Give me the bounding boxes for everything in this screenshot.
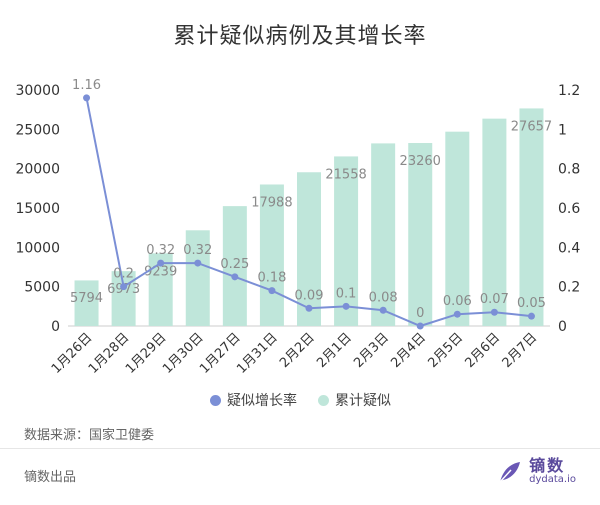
- line-data-label: 0.06: [443, 294, 472, 309]
- line-data-label: 0.18: [257, 271, 286, 286]
- legend-bar-swatch: [318, 394, 329, 406]
- legend-item-bar[interactable]: 累计疑似: [318, 390, 391, 410]
- bar: [297, 172, 321, 326]
- line-point: [268, 287, 276, 295]
- x-axis-tick-label: 2月2日: [277, 330, 318, 371]
- line-data-label: 0.2: [113, 267, 134, 282]
- x-axis-tick-label: 2月7日: [500, 330, 541, 371]
- bar-data-label: 9239: [144, 264, 177, 279]
- bar-data-label: 21558: [325, 167, 366, 182]
- x-axis-tick-label: 2月4日: [388, 330, 429, 371]
- right-axis-tick-label: 1.2: [558, 83, 580, 99]
- line-point: [157, 259, 165, 267]
- right-axis-tick-label: 0.2: [558, 280, 580, 296]
- source-note: 数据来源：国家卫健委: [24, 428, 155, 443]
- line-point: [379, 306, 387, 314]
- left-axis-tick-label: 10000: [15, 240, 60, 256]
- right-axis-tick-label: 0: [558, 319, 567, 335]
- bar-data-label: 23260: [400, 154, 441, 169]
- publisher-note: 镝数出品: [24, 470, 77, 485]
- legend-bar-label: 累计疑似: [335, 393, 391, 409]
- line-point: [120, 283, 128, 291]
- line-point: [194, 259, 202, 267]
- bar: [371, 143, 396, 326]
- x-axis-tick-label: 2月3日: [351, 330, 392, 371]
- legend-item-line[interactable]: 疑似增长率: [210, 390, 297, 410]
- logo-en-text: dydata.io: [529, 473, 576, 485]
- line-data-label: 0.07: [480, 292, 509, 307]
- right-axis-tick-label: 0.6: [558, 201, 580, 217]
- right-axis-tick-label: 0.4: [558, 240, 580, 256]
- divider: [0, 448, 600, 449]
- left-axis-tick-label: 30000: [15, 83, 60, 99]
- legend-line-label: 疑似增长率: [227, 393, 297, 409]
- brand-logo: 镝数 dydata.io: [497, 456, 576, 485]
- line-point: [83, 94, 91, 102]
- left-axis-tick-label: 20000: [15, 162, 60, 178]
- bar-data-label: 27657: [511, 119, 552, 134]
- bar: [185, 230, 210, 326]
- right-axis-tick-label: 1: [558, 122, 567, 138]
- legend-line-swatch: [210, 394, 221, 406]
- bar-data-label: 17988: [251, 195, 292, 210]
- left-axis-tick-label: 0: [51, 319, 60, 335]
- line-point: [416, 322, 424, 330]
- bar: [259, 184, 284, 326]
- line-point: [342, 302, 350, 310]
- bar: [222, 206, 247, 326]
- line-data-label: 0.08: [369, 290, 398, 305]
- line-point: [231, 273, 239, 281]
- line-point: [527, 312, 535, 320]
- feather-logo-icon: [499, 461, 521, 483]
- bar: [482, 118, 507, 326]
- x-axis-tick-label: 2月5日: [425, 330, 466, 371]
- bar: [334, 156, 359, 326]
- line-data-label: 0: [416, 306, 424, 321]
- line-point: [305, 304, 313, 312]
- logo-cn-text: 镝数: [529, 456, 566, 475]
- line-point: [490, 308, 498, 316]
- x-axis-tick-label: 2月6日: [463, 330, 504, 371]
- right-axis-tick-label: 0.8: [558, 162, 580, 178]
- bar: [408, 143, 433, 326]
- chart-title: 累计疑似病例及其增长率: [173, 24, 427, 49]
- line-data-label: 0.09: [295, 288, 324, 303]
- left-axis-tick-label: 5000: [24, 280, 60, 296]
- line-point: [453, 310, 461, 318]
- x-axis-tick-label: 2月1日: [314, 330, 355, 371]
- x-axis-tick-label: 1月31日: [234, 330, 281, 377]
- bar: [519, 108, 544, 326]
- line-data-label: 0.32: [146, 243, 175, 258]
- chart: 0 5000 10000 15000 20000 25000 30000 0 0.2 0.4 0.6…: [15, 78, 580, 377]
- line-data-label: 0.05: [517, 296, 546, 311]
- bar: [111, 271, 136, 326]
- bar-data-label: 5794: [70, 291, 103, 306]
- bar: [74, 280, 99, 326]
- line-data-label: 0.32: [183, 243, 212, 258]
- chart-legend: 疑似增长率 累计疑似: [0, 390, 600, 410]
- line-data-label: 0.25: [220, 257, 249, 272]
- left-axis-tick-label: 15000: [15, 201, 60, 217]
- line-data-label: 0.1: [336, 286, 357, 301]
- bar: [445, 131, 470, 326]
- line-data-label: 1.16: [72, 78, 101, 93]
- left-axis-tick-label: 25000: [15, 122, 60, 138]
